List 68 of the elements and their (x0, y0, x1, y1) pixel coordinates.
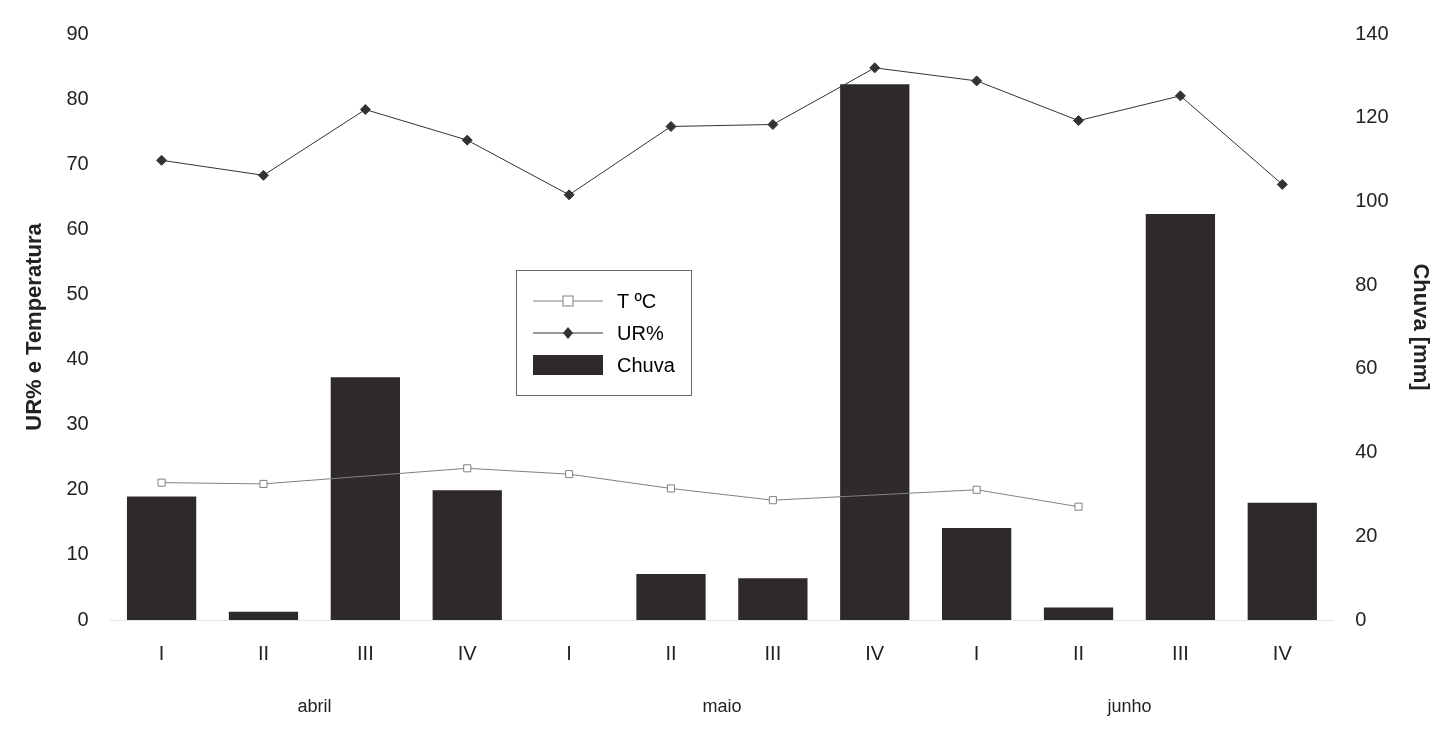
bar (1043, 607, 1114, 620)
legend-label: Chuva (617, 353, 675, 377)
bar (330, 377, 400, 620)
x-tick-label: I (973, 641, 980, 664)
point (767, 119, 779, 130)
legend-label: T ºC (617, 289, 657, 313)
point (259, 479, 268, 488)
point (1174, 90, 1186, 102)
point (768, 496, 777, 505)
x-tick-label: IV (865, 641, 885, 664)
y2-tick-label: 60 (1355, 356, 1378, 379)
y2-tick-label: 80 (1355, 272, 1378, 295)
y-axis-title: UR% e Temperatura (21, 222, 47, 431)
y-tick-label: 50 (66, 281, 89, 304)
legend-label: UR% (617, 321, 664, 345)
point (665, 120, 677, 132)
point (971, 75, 983, 87)
y-tick-label: 10 (66, 542, 89, 565)
bar (636, 573, 706, 620)
y2-tick-label: 40 (1355, 440, 1378, 463)
bar (228, 611, 299, 620)
x-tick-label: II (665, 641, 677, 664)
point (156, 154, 168, 166)
point (1276, 178, 1288, 190)
point (257, 169, 269, 181)
y2-tick-label: 120 (1355, 105, 1389, 128)
point (1074, 502, 1083, 511)
y2-tick-label: 20 (1355, 523, 1378, 546)
x-tick-label: II (1072, 641, 1085, 664)
bar (1247, 502, 1317, 620)
text: junho (1106, 696, 1152, 716)
y2-tick-label: 0 (1355, 607, 1367, 630)
text: abril (297, 696, 332, 716)
point (359, 104, 371, 116)
bar (1145, 213, 1216, 620)
y2-tick-label: 140 (1355, 21, 1389, 44)
y-tick-label: 60 (66, 216, 89, 239)
y-tick-label: 80 (66, 86, 89, 109)
x-tick-label: IV (457, 641, 478, 664)
point (565, 470, 574, 479)
point (563, 189, 575, 201)
x-tick-label: III (357, 641, 374, 664)
point (869, 62, 881, 74)
bar (126, 496, 197, 620)
point (1073, 115, 1085, 127)
y2-tick-label: 100 (1355, 188, 1389, 211)
point (666, 484, 676, 493)
x-tick-label: III (764, 641, 782, 664)
y2-axis-title: Chuva [mm] (1408, 263, 1434, 391)
point (157, 478, 166, 487)
y-tick-label: 90 (66, 21, 89, 44)
x-tick-label: I (566, 641, 572, 664)
point (463, 464, 472, 473)
y-tick-label: 40 (66, 347, 89, 370)
y-tick-label: 20 (66, 477, 89, 500)
bar (942, 527, 1012, 620)
x-tick-label: I (158, 641, 165, 664)
y-tick-label: 30 (66, 412, 89, 435)
bar (738, 578, 808, 620)
bar (432, 490, 502, 620)
x-tick-label: III (1172, 641, 1189, 664)
x-tick-label: IV (1272, 641, 1293, 664)
text: maio (702, 696, 742, 716)
point (461, 134, 473, 146)
y-tick-label: 0 (77, 607, 89, 630)
point (972, 485, 981, 494)
y-tick-label: 70 (66, 151, 89, 174)
x-tick-label: II (257, 641, 270, 664)
